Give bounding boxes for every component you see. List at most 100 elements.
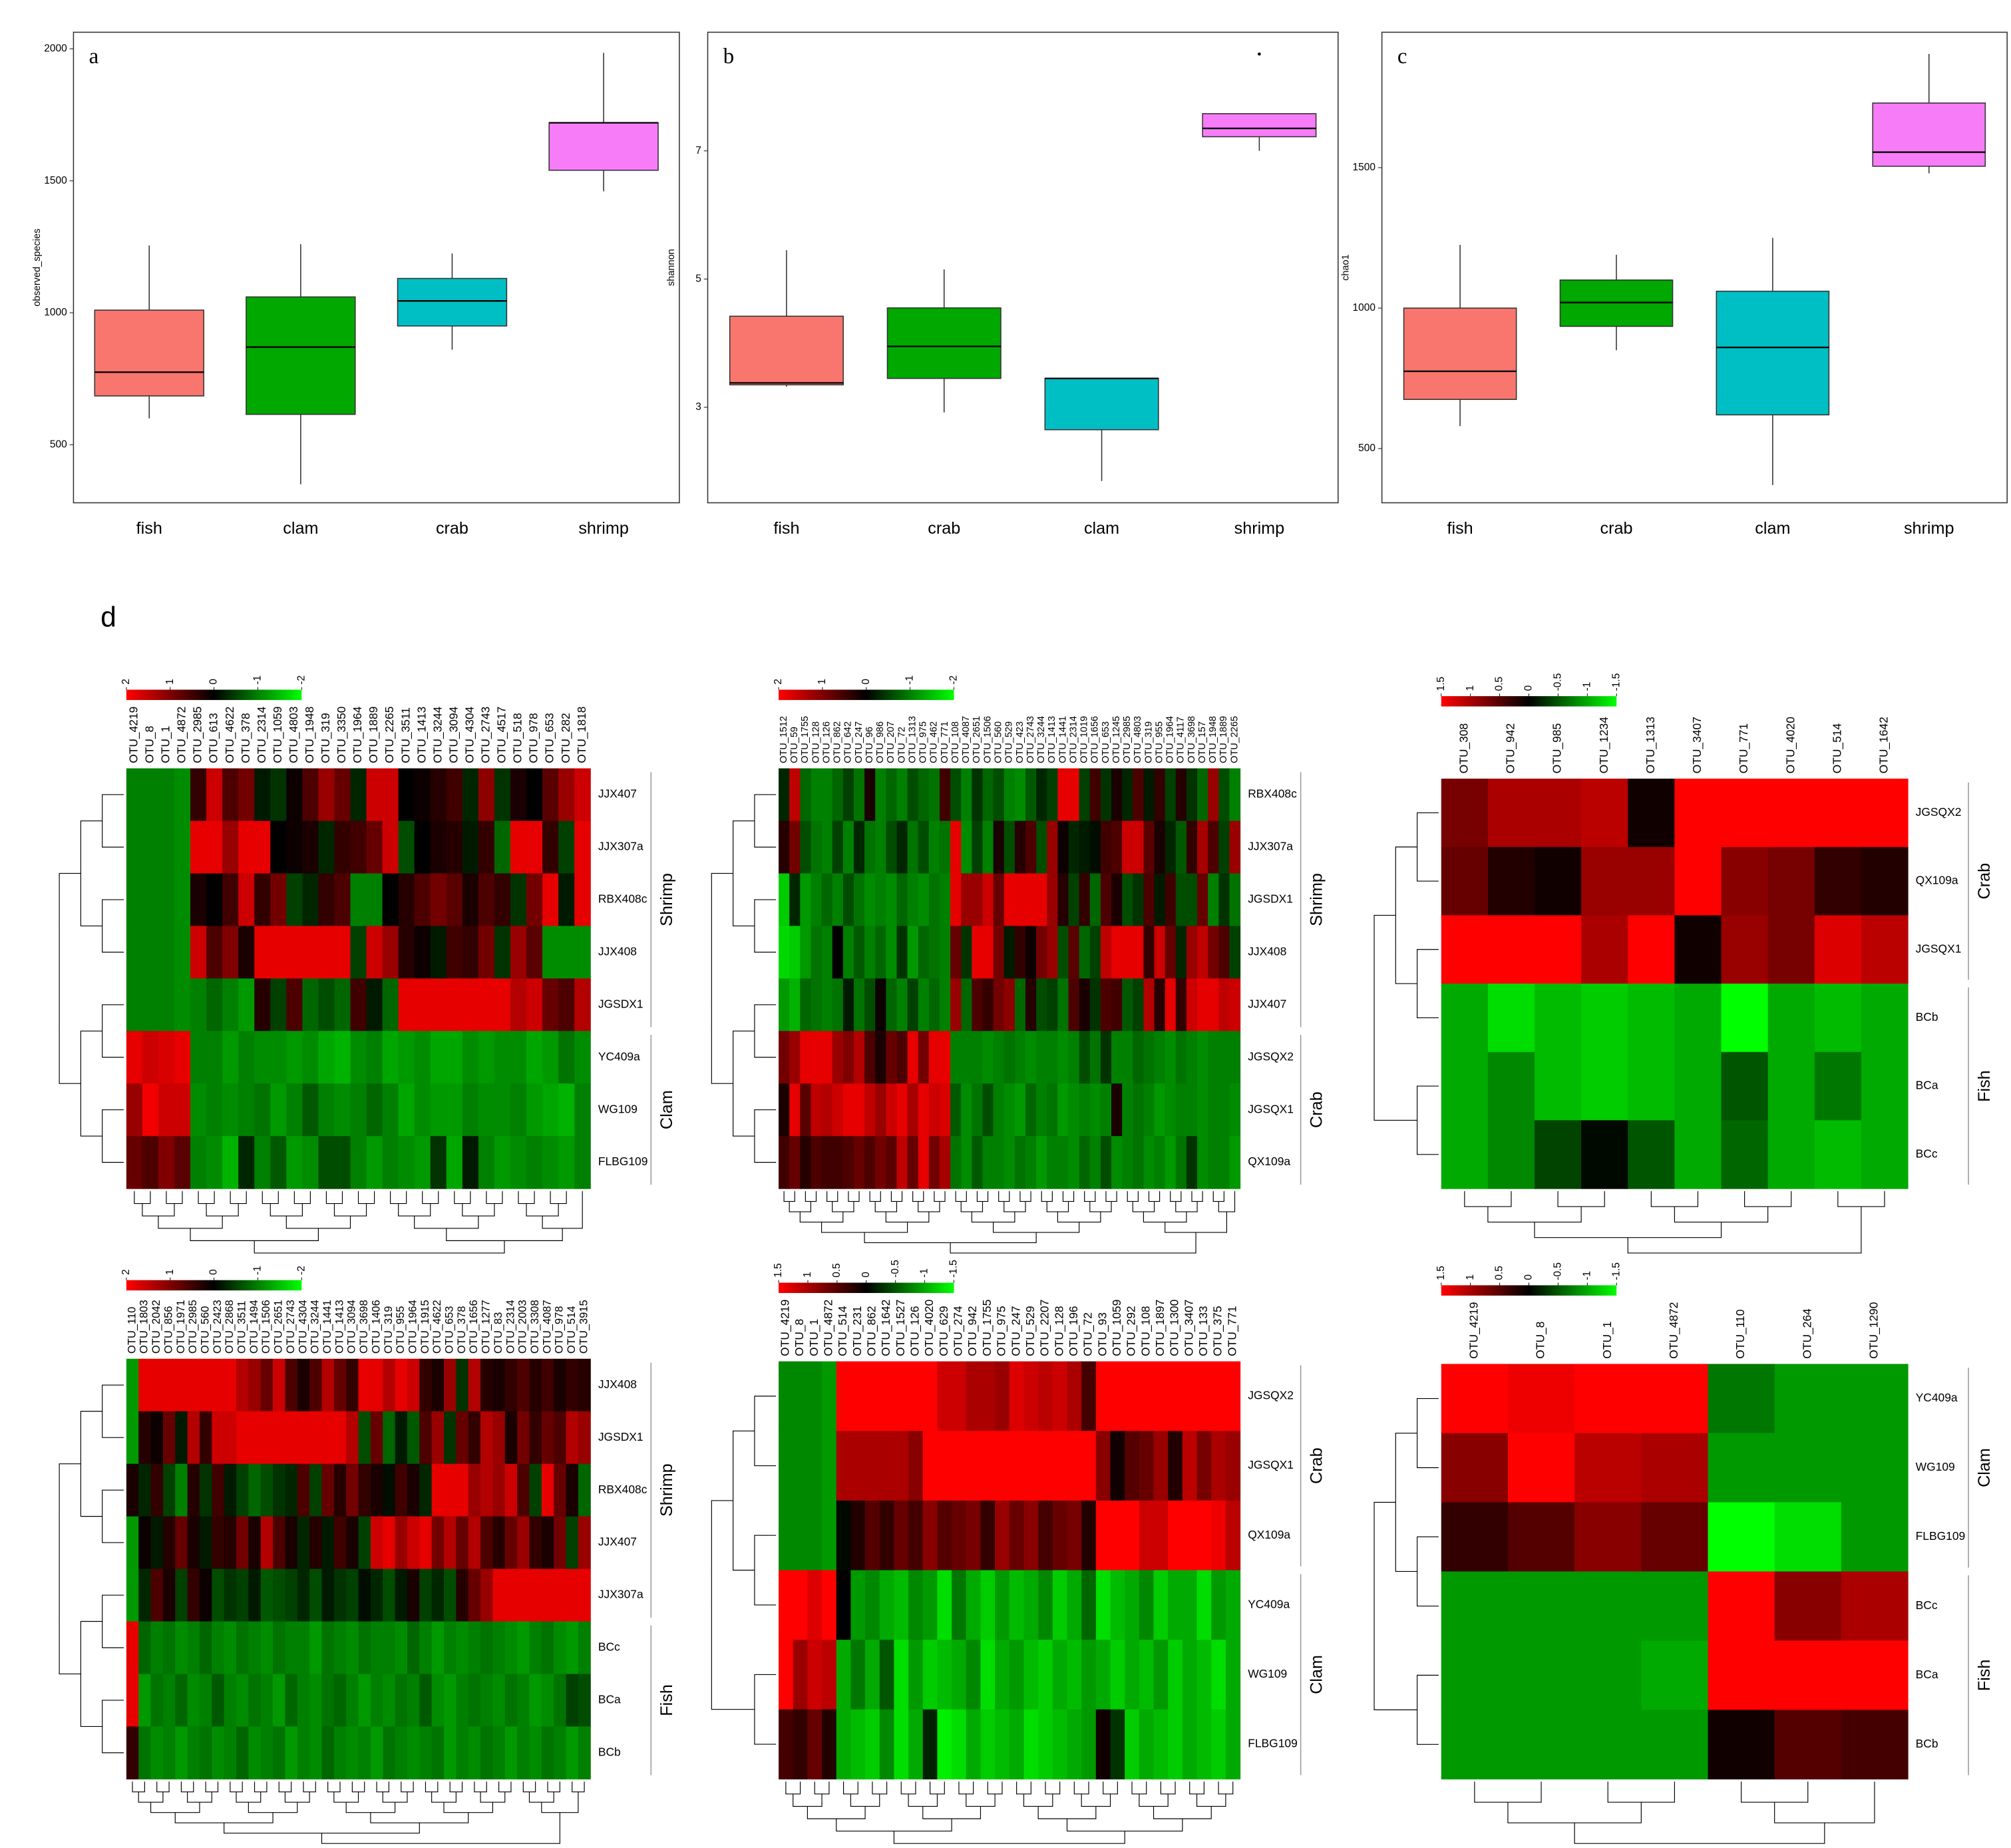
heatmap-cell	[366, 978, 383, 1031]
heatmap-cell	[162, 1411, 176, 1465]
heatmap-cell	[864, 873, 876, 926]
heatmap-cell	[407, 1516, 420, 1570]
heatmap-cell	[238, 873, 255, 926]
column-label: OTU_2423	[212, 1300, 224, 1354]
heatmap-cell	[1218, 1083, 1230, 1137]
heatmap-cell	[1038, 1570, 1053, 1640]
heatmap-cell	[558, 1083, 575, 1137]
heatmap-cell	[1089, 1031, 1101, 1084]
heatmap-cell	[554, 1411, 567, 1465]
heatmap-cell	[1122, 1136, 1133, 1189]
heatmap-cell	[793, 1500, 808, 1571]
heatmap-cell	[1047, 1083, 1058, 1137]
column-label: OTU_3094	[447, 706, 460, 763]
heatmap-cell	[842, 1031, 854, 1084]
heatmap-cell	[922, 1361, 938, 1431]
heatmap-cell	[982, 1031, 994, 1084]
heatmap-cell	[1581, 846, 1628, 916]
heatmap-cell	[558, 768, 575, 822]
column-label: OTU_2265	[1229, 716, 1240, 763]
heatmap-cell	[1197, 768, 1208, 822]
heatmap-cell	[896, 1083, 908, 1137]
heatmap-cell	[928, 1136, 940, 1189]
heatmap-cell	[937, 1640, 952, 1710]
heatmap-cell	[126, 1569, 139, 1622]
heatmap-cell	[321, 1674, 335, 1727]
heatmap-cell	[456, 1621, 469, 1675]
heatmap-cell	[370, 1569, 383, 1622]
column-label: OTU_2743	[1025, 716, 1036, 763]
heatmap-cell	[162, 1726, 176, 1779]
heatmap-cell	[175, 1463, 188, 1517]
heatmap-cell	[350, 1083, 367, 1137]
row-label: JGSDX1	[598, 1430, 643, 1443]
heatmap-cell	[1023, 1640, 1039, 1710]
column-label: OTU_4622	[431, 1300, 443, 1354]
heatmap-cell	[995, 1431, 1010, 1501]
heatmap-cell	[1095, 1361, 1111, 1431]
y-tick-label: 500	[1358, 443, 1375, 454]
heatmap-cell	[260, 1516, 274, 1570]
group-label: Fish	[1975, 1660, 1994, 1692]
color-key	[1441, 696, 1617, 707]
heatmap-cell	[1641, 1364, 1709, 1434]
heatmap-cell	[206, 926, 223, 979]
heatmap-cell	[542, 1083, 559, 1137]
heatmap-cell	[1057, 873, 1069, 926]
heatmap-cell	[993, 768, 1005, 822]
heatmap-cell	[1218, 768, 1230, 822]
heatmap-cell	[879, 1361, 895, 1431]
color-key-label: -1.5	[948, 1260, 960, 1278]
heatmap-cell	[950, 926, 962, 979]
heatmap-cell	[779, 1083, 790, 1137]
heatmap-cell	[1708, 1571, 1775, 1641]
heatmap-cell	[1674, 1051, 1722, 1121]
column-dendrogram	[1464, 1191, 1885, 1254]
heatmap-cell	[853, 1083, 865, 1137]
heatmap-cell	[1721, 846, 1769, 916]
heatmap-cell	[321, 1726, 335, 1779]
column-label: OTU_4304	[462, 706, 476, 763]
heatmap-cell	[238, 821, 255, 874]
heatmap-cell	[468, 1411, 481, 1465]
heatmap-cell	[1861, 915, 1909, 984]
column-label: OTU_4803	[287, 707, 301, 763]
heatmap-cell	[431, 1726, 445, 1779]
heatmap-cell	[1574, 1710, 1642, 1779]
heatmap-cell	[1841, 1640, 1909, 1710]
heatmap-cell	[236, 1726, 249, 1779]
heatmap-cell	[832, 978, 844, 1031]
heatmap-cell	[811, 873, 823, 926]
heatmap-cell	[187, 1463, 200, 1517]
heatmap-cell	[1168, 1709, 1183, 1779]
row-label: WG109	[1916, 1460, 1955, 1473]
heatmap-cell	[1814, 984, 1862, 1053]
heatmap-cell	[138, 1674, 152, 1727]
column-label: OTU_1642	[1877, 717, 1891, 773]
column-label: OTU_128	[811, 721, 821, 763]
heatmap-cell	[821, 1136, 833, 1189]
heatmap-cell	[1068, 768, 1080, 822]
heatmap-cell	[431, 1569, 445, 1622]
row-label: QX109a	[1248, 1528, 1290, 1541]
heatmap-cell	[1441, 779, 1489, 848]
heatmap-cell	[542, 1136, 559, 1189]
row-label: BCc	[1916, 1147, 1938, 1160]
heatmap-cell	[832, 821, 844, 874]
heatmap-cell	[468, 1463, 481, 1517]
row-label: JJX307a	[598, 840, 643, 853]
column-label: OTU_1290	[1867, 1302, 1881, 1359]
heatmap-cell	[526, 926, 543, 979]
heatmap-cell	[1111, 926, 1123, 979]
heatmap-cell	[395, 1358, 408, 1412]
heatmap-cell	[517, 1569, 530, 1622]
heatmap-cell	[199, 1411, 212, 1465]
heatmap-cell	[526, 1083, 543, 1137]
heatmap-cell	[789, 1031, 801, 1084]
heatmap-cell	[1111, 821, 1123, 874]
heatmap-cell	[1581, 1120, 1628, 1189]
heatmap-cell	[875, 1083, 886, 1137]
heatmap-cell	[302, 1136, 319, 1189]
heatmap-cell	[980, 1709, 996, 1779]
heatmap-cell	[297, 1621, 310, 1675]
